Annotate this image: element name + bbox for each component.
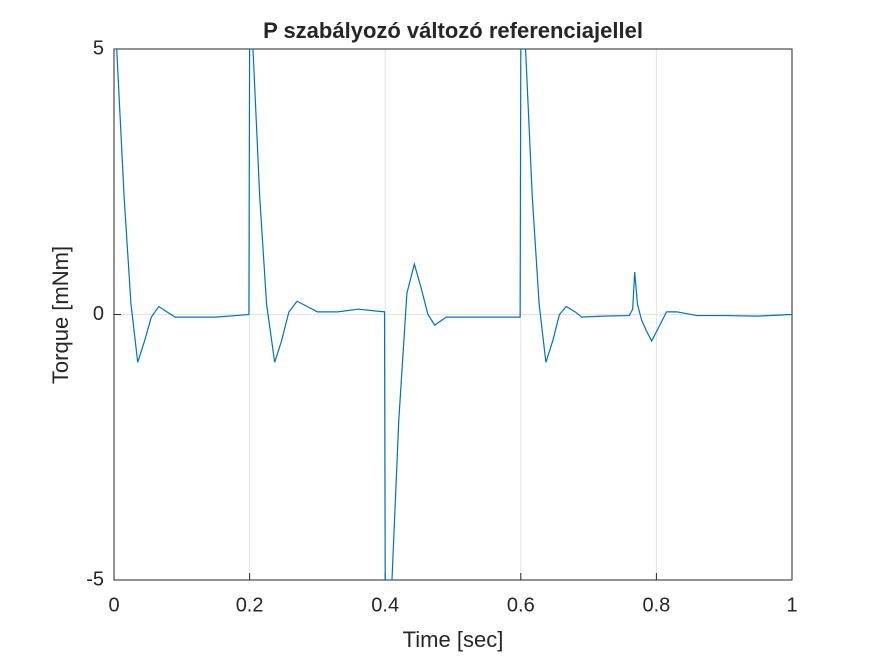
x-tick-label: 0.6 [507,594,535,616]
chart-title: P szabályozó változó referenciajellel [263,18,643,43]
y-tick-label: 5 [93,37,104,59]
x-tick-label: 1 [786,594,797,616]
y-axis-label: Torque [mNm] [48,246,73,384]
x-tick-label: 0.4 [371,594,399,616]
x-axis-label: Time [sec] [403,627,504,652]
data-line [114,49,792,580]
x-tick-label: 0.2 [236,594,264,616]
y-tick-label: 0 [93,303,104,325]
x-tick-label: 0.8 [642,594,670,616]
y-tick-label: -5 [86,568,104,590]
x-tick-label: 0 [108,594,119,616]
